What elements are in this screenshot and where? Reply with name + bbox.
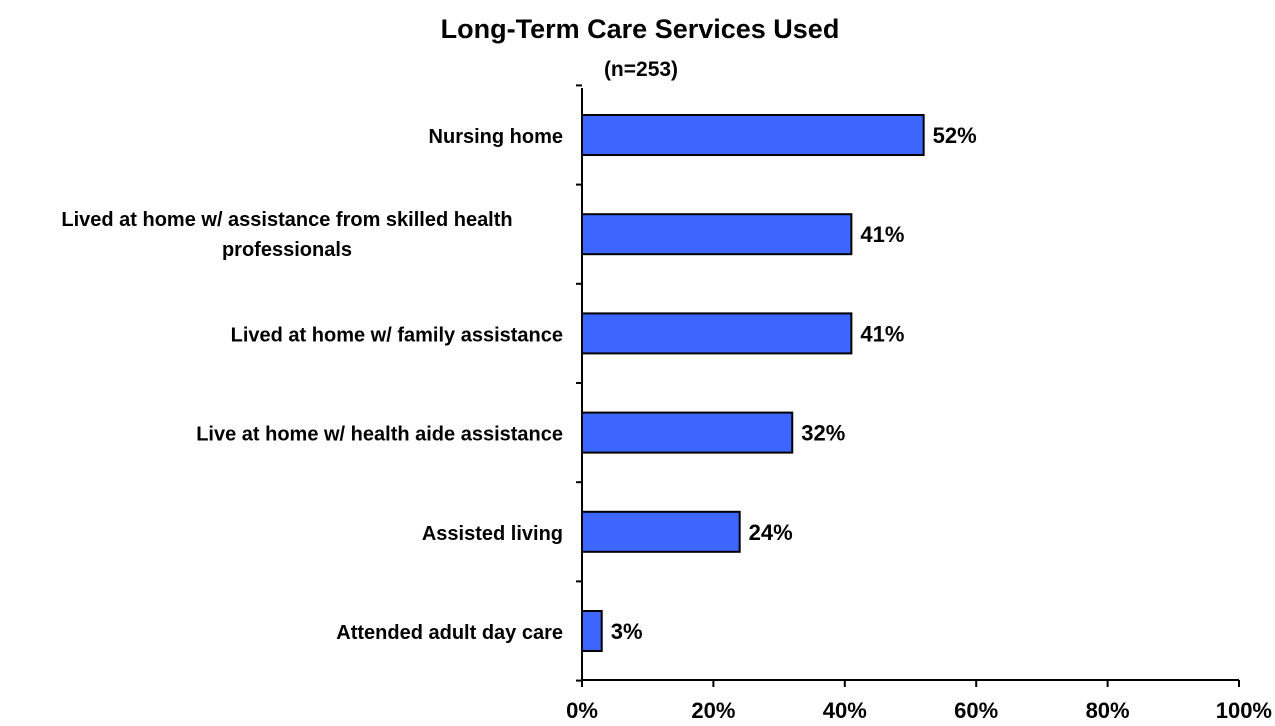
category-label-5: Assisted living — [422, 523, 563, 545]
category-labels: Nursing home Lived at home w/ assistance … — [61, 126, 563, 644]
bar-1 — [581, 114, 925, 156]
x-tick-label-0: 0% — [566, 698, 598, 723]
bar-6 — [581, 610, 603, 652]
category-label-2-line-2: professionals — [222, 239, 352, 261]
bar-5 — [581, 510, 741, 553]
data-label-6: 3% — [611, 619, 643, 644]
chart-title: Long-Term Care Services Used — [441, 14, 840, 44]
chart-subtitle: (n=253) — [604, 58, 678, 81]
bars-layer — [581, 114, 925, 652]
category-label-4: Live at home w/ health aide assistance — [196, 424, 563, 446]
x-tick-label-20: 20% — [691, 698, 735, 723]
data-labels: 52% 41% 41% 32% 24% 3% — [611, 123, 977, 644]
x-tick-label-80: 80% — [1086, 698, 1130, 723]
x-tick-label-40: 40% — [823, 698, 867, 723]
bar-3 — [581, 312, 853, 355]
data-label-5: 24% — [749, 520, 793, 545]
category-label-3: Lived at home w/ family assistance — [231, 324, 563, 346]
bar-4 — [581, 411, 794, 454]
x-axis: 0% 20% 40% 60% 80% 100% — [566, 84, 1272, 723]
data-label-1: 52% — [933, 123, 977, 148]
data-label-2: 41% — [860, 222, 904, 247]
category-label-6: Attended adult day care — [336, 622, 563, 644]
x-tick-label-60: 60% — [954, 698, 998, 723]
x-tick-label-100: 100% — [1216, 698, 1272, 723]
category-label-2-line-1: Lived at home w/ assistance from skilled… — [61, 209, 512, 231]
bar-2 — [581, 213, 853, 256]
data-label-4: 32% — [801, 421, 845, 446]
category-label-1: Nursing home — [429, 126, 563, 148]
data-label-3: 41% — [860, 321, 904, 346]
